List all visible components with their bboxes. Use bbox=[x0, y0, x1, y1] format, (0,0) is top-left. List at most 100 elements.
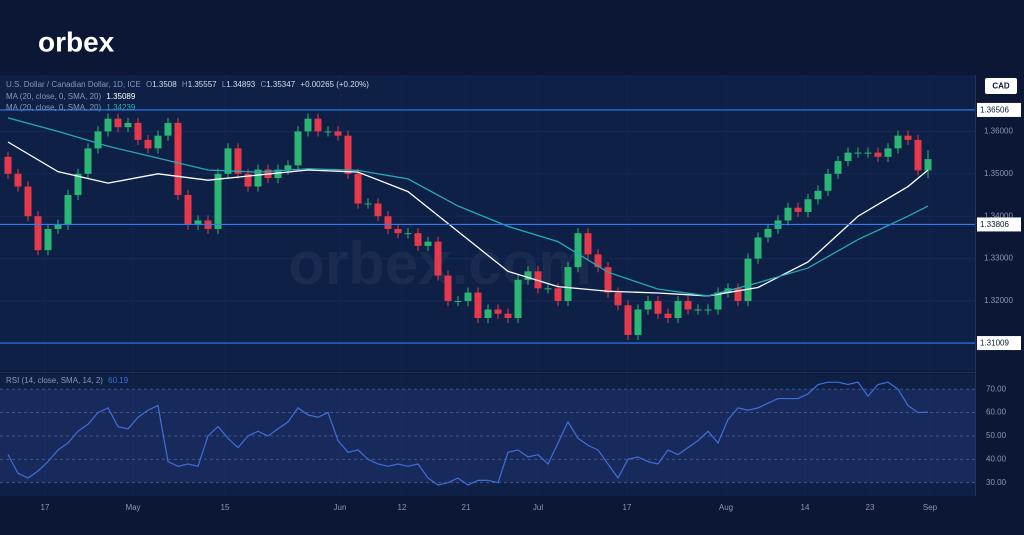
candle-body bbox=[664, 313, 672, 318]
x-tick-label: 17 bbox=[41, 503, 50, 512]
candle-body bbox=[524, 271, 532, 280]
candle-body bbox=[854, 152, 862, 154]
candle-body bbox=[814, 190, 822, 200]
candle-body bbox=[304, 118, 312, 132]
legend-ma: MA (20, close, 0, SMA, 20) 1.35089 bbox=[6, 92, 136, 101]
candle-body bbox=[444, 275, 452, 302]
candle-body bbox=[494, 309, 502, 314]
candle-body bbox=[324, 131, 332, 133]
moving-average bbox=[7, 141, 929, 297]
candle-body bbox=[514, 279, 522, 318]
instrument-title: U.S. Dollar / Canadian Dollar, 1D, ICE bbox=[6, 80, 141, 89]
y-tick-label: 1.34000 bbox=[984, 211, 1013, 220]
candle-body bbox=[274, 169, 282, 179]
rsi-line bbox=[7, 381, 929, 486]
candle-body bbox=[224, 148, 232, 174]
candle-body bbox=[804, 199, 812, 212]
candle-body bbox=[624, 305, 632, 335]
level-label: 1.33806 bbox=[980, 220, 1009, 229]
candle-body bbox=[574, 233, 582, 268]
y-tick-label: 1.32000 bbox=[984, 296, 1013, 305]
ohlc-label: C bbox=[260, 80, 266, 89]
candle-body bbox=[294, 131, 302, 166]
candle-body bbox=[584, 233, 592, 255]
candle-body bbox=[344, 135, 352, 174]
rsi-value: 60.19 bbox=[108, 376, 129, 385]
x-tick-label: Jun bbox=[334, 503, 347, 512]
candle-body bbox=[54, 224, 62, 229]
candle-body bbox=[24, 186, 32, 217]
y-tick-label: 1.33000 bbox=[984, 254, 1013, 263]
candle-body bbox=[874, 152, 882, 157]
candle-body bbox=[504, 313, 512, 318]
candle-body bbox=[64, 195, 72, 225]
y-tick-label: 60.00 bbox=[986, 408, 1007, 417]
candle-body bbox=[214, 173, 222, 229]
candle-body bbox=[114, 118, 122, 128]
candle-body bbox=[374, 203, 382, 217]
candle-body bbox=[334, 131, 342, 136]
candle-body bbox=[794, 207, 802, 212]
candle-body bbox=[104, 118, 112, 132]
candle-body bbox=[314, 118, 322, 132]
y-tick-label: 1.36000 bbox=[984, 127, 1013, 136]
level-label: 1.36506 bbox=[980, 106, 1009, 115]
candle-body bbox=[124, 122, 132, 128]
x-tick-label: Jul bbox=[533, 503, 543, 512]
y-tick-label: 40.00 bbox=[986, 454, 1007, 463]
candle-body bbox=[394, 228, 402, 234]
ohlc-value: 1.3508 bbox=[152, 80, 177, 89]
candle-body bbox=[424, 241, 432, 246]
x-tick-label: 12 bbox=[398, 503, 407, 512]
candle-body bbox=[74, 173, 82, 196]
candle-body bbox=[94, 131, 102, 149]
rsi-name: RSI (14, close, SMA, 14, 2) bbox=[6, 376, 103, 385]
candle-body bbox=[464, 292, 472, 302]
x-tick-label: Aug bbox=[719, 503, 733, 512]
candle-body bbox=[454, 301, 462, 303]
candle-body bbox=[684, 301, 692, 310]
candle-body bbox=[744, 258, 752, 302]
legend-ma: MA (20, close, 0, SMA, 20) 1.34239 bbox=[6, 103, 136, 112]
candle-body bbox=[134, 122, 142, 140]
candle-body bbox=[364, 203, 372, 205]
moving-average bbox=[7, 117, 929, 297]
candle-body bbox=[404, 233, 412, 235]
candle-body bbox=[704, 309, 712, 311]
candle-body bbox=[354, 173, 362, 204]
change: +0.00265 (+0.20%) bbox=[300, 80, 369, 89]
ma-name: MA (20, close, 0, SMA, 20) bbox=[6, 103, 101, 112]
candle-body bbox=[484, 309, 492, 318]
ohlc-value: 1.35347 bbox=[266, 80, 295, 89]
candle-body bbox=[254, 169, 262, 187]
x-tick-label: Sep bbox=[923, 503, 938, 512]
logo: orbex bbox=[38, 26, 115, 57]
candle-body bbox=[434, 241, 442, 276]
x-tick-label: May bbox=[125, 503, 140, 512]
candle-body bbox=[164, 122, 172, 136]
ohlc-value: 1.35557 bbox=[188, 80, 217, 89]
ma-value: 1.34239 bbox=[106, 103, 135, 112]
level-box bbox=[977, 336, 1021, 351]
candle-body bbox=[754, 237, 762, 259]
candle-body bbox=[644, 301, 652, 310]
candle-body bbox=[184, 195, 192, 225]
level-label: 1.31009 bbox=[980, 339, 1009, 348]
y-tick-label: 70.00 bbox=[986, 384, 1007, 393]
candle-body bbox=[924, 159, 932, 171]
x-tick-label: 23 bbox=[866, 503, 875, 512]
candle-body bbox=[384, 216, 392, 229]
rsi-pane bbox=[0, 374, 975, 496]
ma-name: MA (20, close, 0, SMA, 20) bbox=[6, 92, 101, 101]
ohlc-label: H bbox=[182, 80, 188, 89]
candle-body bbox=[594, 254, 602, 268]
level-box bbox=[977, 102, 1021, 117]
candle-body bbox=[614, 292, 622, 306]
plot-area: 1.36000 1.35000 1.34000 1.33000 1.32000 17 May… bbox=[0, 75, 1021, 512]
legend-header: U.S. Dollar / Canadian Dollar, 1D, ICE O… bbox=[6, 80, 369, 89]
candle-body bbox=[824, 173, 832, 191]
candle-body bbox=[154, 135, 162, 149]
candle-body bbox=[784, 207, 792, 221]
candle-body bbox=[174, 122, 182, 196]
